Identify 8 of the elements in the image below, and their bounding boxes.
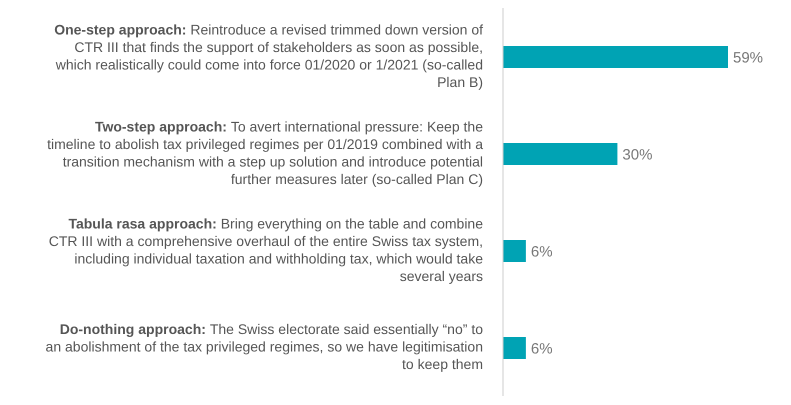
data-label: 30% (622, 146, 652, 164)
data-label: 6% (530, 340, 553, 358)
category-label: One-step approach: Reintroduce a revised trimmed down version of CTR III that finds the support of stakeholders as soon as possible, which realistically could come into force 01/2020 or 1/2021 (so-called Plan B) (54, 20, 483, 90)
data-label: 59% (733, 49, 764, 66)
category-label: Two-step approach: To avert international pressure: Keep the timeline to abolish tax privileged regimes per 01/2019 combined with a transition mechanism with a step up solution and introduce potential further measures later (so-called Plan C) (47, 118, 483, 186)
category-label: Do-nothing approach: The Swiss electorate said essentially “no” to an abolishment of the tax privileged regimes, so we have legitimisation to keep them (46, 320, 483, 372)
category-label: Tabula rasa approach: Bring everything on the table and combine CTR III with a comprehensive overhaul of the entire Swiss tax system, including individual taxation and withholding tax, which would take several years (48, 214, 483, 284)
data-label: 6% (530, 243, 553, 260)
